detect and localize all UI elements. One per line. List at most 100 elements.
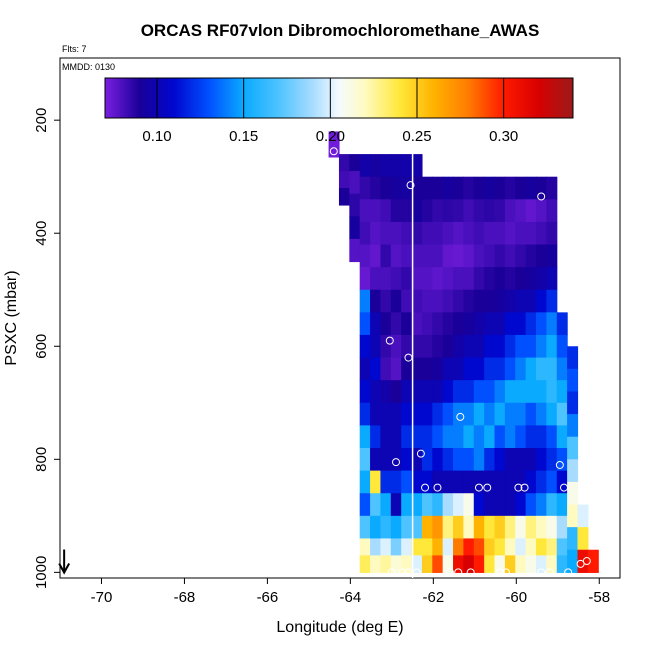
- heatmap-cell: [432, 380, 444, 404]
- sample-marker: [387, 568, 396, 577]
- heatmap-cell: [380, 334, 392, 359]
- sample-marker: [421, 483, 430, 492]
- heatmap-cell: [484, 380, 496, 404]
- heatmap-cell: [473, 402, 485, 426]
- heatmap-cell: [504, 221, 516, 246]
- heatmap-cell: [473, 493, 485, 517]
- heatmap-cell: [442, 555, 454, 573]
- heatmap-cell: [453, 289, 465, 313]
- heatmap-cell: [328, 131, 340, 158]
- heatmap-cell: [546, 515, 558, 540]
- heatmap-cell: [546, 176, 558, 200]
- x-tick-label: -60: [505, 589, 527, 606]
- heatmap-cell: [504, 380, 516, 404]
- heatmap-cell: [359, 312, 371, 336]
- heatmap-cell: [380, 289, 392, 313]
- heatmap-cell: [401, 380, 413, 404]
- heatmap-cell: [370, 425, 382, 449]
- heatmap-cell: [359, 425, 371, 449]
- heatmap-cell: [473, 199, 485, 223]
- heatmap-cell: [546, 425, 558, 449]
- heatmap-cell: [411, 199, 423, 223]
- heatmap-cell: [390, 555, 402, 573]
- heatmap-cell: [546, 448, 558, 472]
- heatmap-cell: [411, 402, 423, 426]
- heatmap-cell: [380, 425, 392, 449]
- heatmap-cell: [453, 221, 465, 246]
- heatmap-cell: [370, 221, 382, 246]
- heatmap-cell: [370, 267, 382, 291]
- heatmap-cell: [349, 171, 361, 195]
- heatmap-cell: [453, 199, 465, 223]
- heatmap-cell: [515, 244, 527, 268]
- heatmap-cell: [401, 470, 413, 494]
- heatmap-cell: [587, 549, 599, 573]
- heatmap-cell: [546, 244, 558, 268]
- heatmap-cell: [556, 402, 568, 426]
- heatmap-cell: [370, 380, 382, 404]
- heatmap-cell: [442, 267, 454, 291]
- heatmap-cell: [380, 380, 392, 404]
- heatmap-cell: [401, 221, 413, 246]
- heatmap-cell: [504, 425, 516, 449]
- heatmap-cell: [390, 515, 402, 540]
- heatmap-cell: [359, 380, 371, 404]
- heatmap-cell: [432, 334, 444, 359]
- heatmap-cell: [567, 549, 579, 573]
- heatmap-cell: [421, 515, 433, 540]
- heatmap-cell: [453, 493, 465, 517]
- heatmap-cell: [515, 199, 527, 223]
- heatmap-cell: [536, 244, 547, 268]
- y-axis-title: PSXC (mbar): [3, 270, 20, 365]
- heatmap-cell: [536, 267, 547, 291]
- heatmap-cell: [401, 538, 413, 556]
- heatmap-cell: [453, 176, 465, 200]
- heatmap-cell: [504, 244, 516, 268]
- heatmap-cell: [525, 334, 537, 359]
- heatmap-cell: [556, 515, 568, 540]
- heatmap-cell: [359, 515, 371, 540]
- heatmap-cell: [401, 402, 413, 426]
- flights-label: Flts: 7: [62, 44, 87, 54]
- heatmap-cell: [525, 176, 537, 200]
- heatmap-cell: [504, 515, 516, 540]
- heatmap-cell: [359, 289, 371, 313]
- sample-marker: [398, 568, 407, 577]
- heatmap-cell: [349, 238, 361, 263]
- sample-marker: [329, 147, 338, 156]
- colorbar: 0.10 0.15 0.20 0.25 0.30: [104, 77, 574, 145]
- heatmap-cell: [421, 199, 433, 223]
- colorbar-tick-label: 0.15: [229, 128, 258, 145]
- heatmap-cell: [473, 312, 485, 336]
- heatmap-cell: [463, 221, 475, 246]
- heatmap-cell: [494, 357, 506, 381]
- heatmap-cell: [515, 176, 527, 200]
- heatmap-cell: [380, 538, 392, 556]
- heatmap-cell: [453, 380, 465, 404]
- heatmap-cell: [380, 357, 392, 381]
- heatmap-cell: [401, 515, 413, 540]
- heatmap-cell: [411, 493, 423, 517]
- heatmap-cell: [525, 493, 537, 517]
- heatmap-cell: [411, 289, 423, 313]
- heatmap-cell: [442, 538, 454, 556]
- sample-marker: [466, 568, 475, 577]
- heatmap-cell: [370, 470, 382, 494]
- heatmap-cell: [556, 470, 568, 494]
- heatmap-cell: [401, 448, 413, 472]
- heatmap-cell: [401, 493, 413, 517]
- heatmap-cell: [442, 515, 454, 540]
- y-axis: 200 400 600 800 1000: [33, 108, 60, 589]
- heatmap-cell: [525, 470, 537, 494]
- heatmap-cell: [421, 357, 433, 381]
- heatmap-cell: [390, 402, 402, 426]
- heatmap-cell: [515, 289, 527, 313]
- heatmap-cell: [567, 391, 579, 415]
- x-tick-label: -70: [91, 589, 113, 606]
- heatmap-cell: [421, 312, 433, 336]
- heatmap-cell: [453, 312, 465, 336]
- heatmap-cell: [401, 199, 413, 223]
- heatmap-cell: [546, 289, 558, 313]
- heatmap-cell: [359, 555, 371, 573]
- heatmap-cell: [411, 425, 423, 449]
